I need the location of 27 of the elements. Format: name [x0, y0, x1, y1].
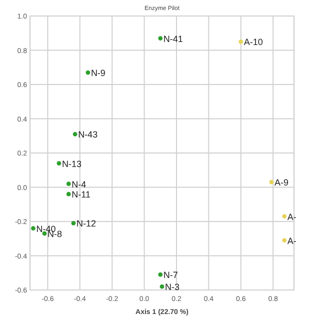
annotation: N-7: [163, 270, 178, 280]
annotation: N-43: [78, 130, 98, 140]
annotation: N-9: [90, 68, 106, 78]
point: [66, 192, 71, 196]
annotation: N-3: [165, 282, 180, 292]
point: [238, 39, 244, 44]
annotation: N-41: [163, 34, 183, 44]
point: [282, 238, 287, 243]
point: [66, 182, 71, 186]
point: [282, 214, 287, 219]
annotation: N-12: [76, 218, 96, 229]
point: [71, 221, 76, 226]
point: [86, 70, 90, 75]
annotation: N-11: [72, 190, 90, 200]
annotation: N-13: [62, 158, 82, 169]
point: [72, 132, 78, 136]
point: [158, 36, 163, 40]
point: [269, 180, 274, 184]
point: [160, 284, 164, 289]
point: [56, 161, 62, 166]
point: [31, 226, 36, 231]
annotation: A-10: [244, 37, 263, 48]
annotation: A-: [287, 212, 296, 222]
annotation: A-: [287, 236, 296, 246]
annotation: N-4: [72, 179, 86, 190]
annotation: A-9: [274, 178, 288, 188]
point: [158, 272, 163, 277]
